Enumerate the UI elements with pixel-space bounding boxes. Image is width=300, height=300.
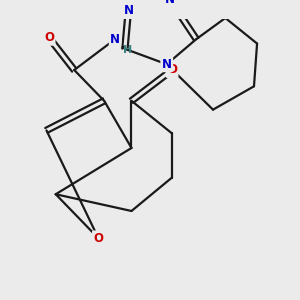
Text: N: N <box>165 0 175 6</box>
Text: N: N <box>110 33 120 46</box>
Text: O: O <box>167 64 177 76</box>
Text: N: N <box>123 4 134 16</box>
Text: H: H <box>123 45 132 55</box>
Text: O: O <box>44 31 54 44</box>
Text: O: O <box>93 232 103 245</box>
Text: N: N <box>162 58 172 71</box>
